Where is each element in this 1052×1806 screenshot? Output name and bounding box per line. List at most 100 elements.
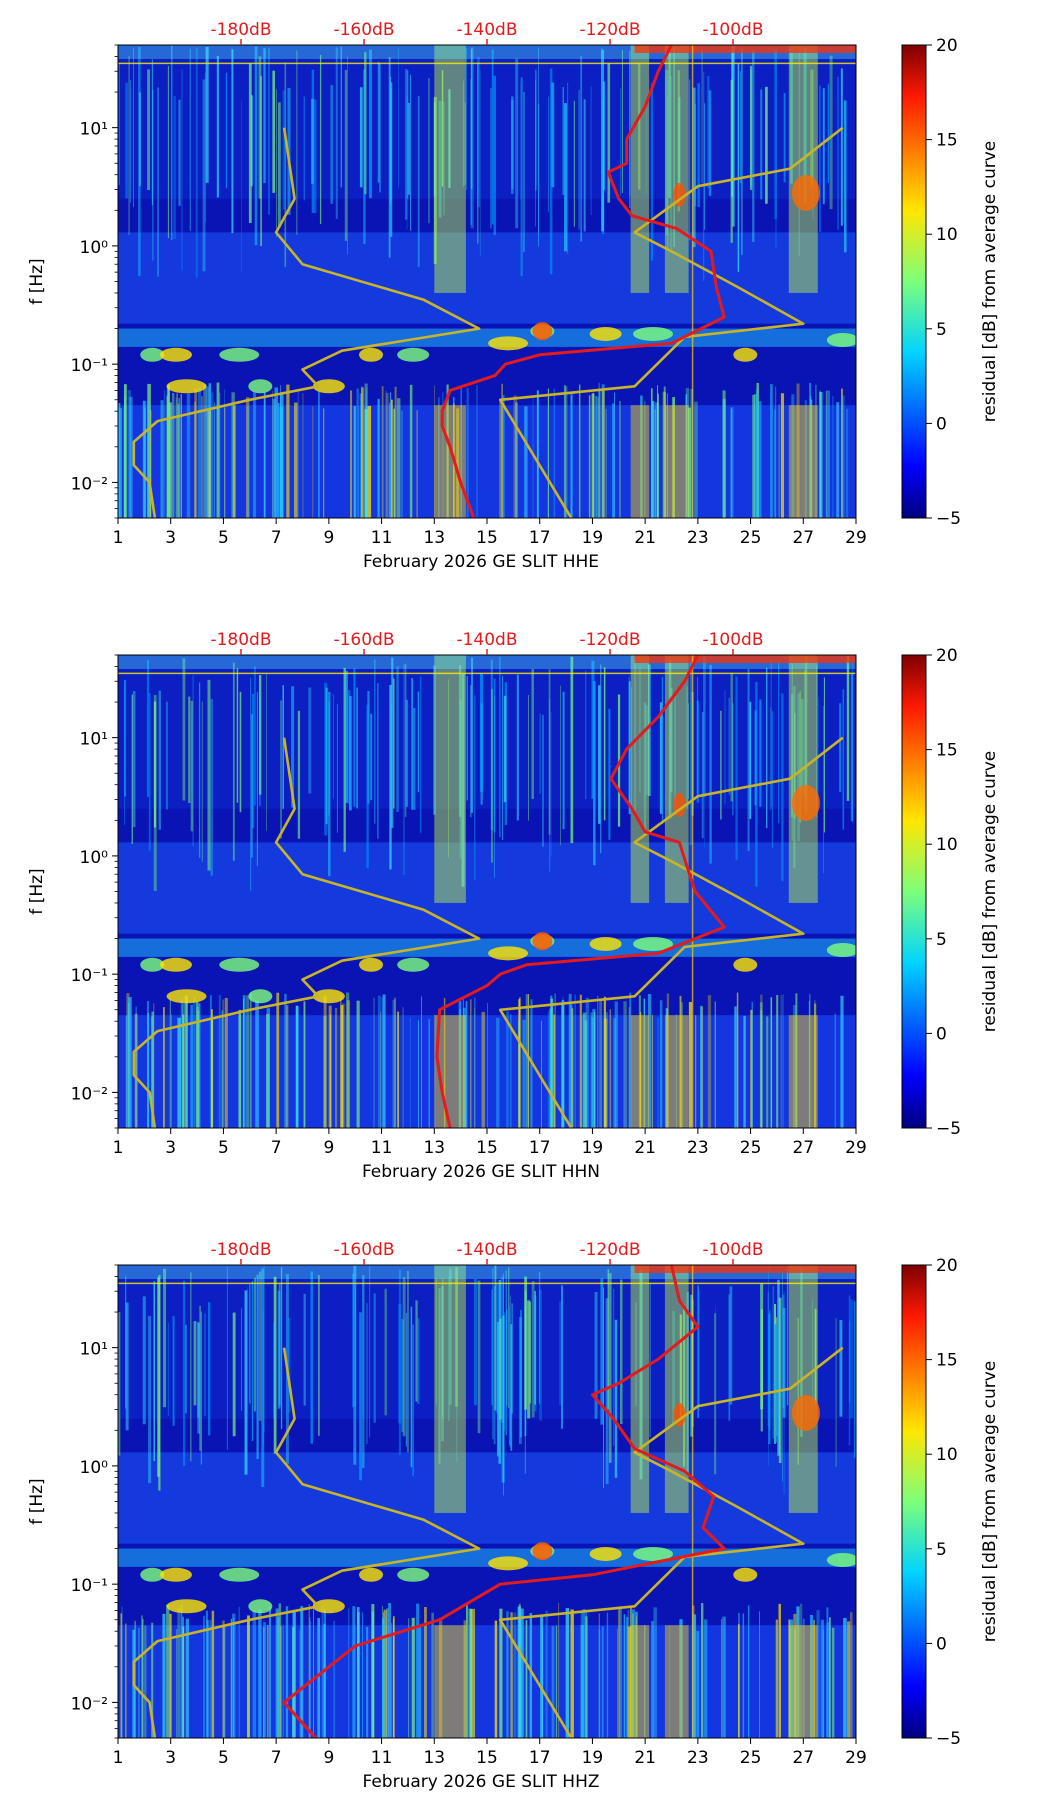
y-tick-label: 10⁰ [80,1458,109,1478]
y-axis-label: f [Hz] [27,1478,47,1524]
x-tick-label: 21 [634,1138,656,1158]
y-axis-label: f [Hz] [27,868,47,914]
x-tick-label: 7 [271,1748,282,1768]
y-tick-label: 10¹ [80,120,108,140]
x-tick-label: 15 [476,1748,498,1768]
colorbar-tick-label: 20 [936,646,958,666]
y-tick-label: 10⁰ [80,848,109,868]
noise-model-curve-2 [498,126,844,518]
x-tick-label: 13 [423,528,445,548]
x-axis-label: February 2026 GE SLIT HHE [363,552,599,572]
colorbar-tick-label: −5 [936,509,961,529]
colorbar: 20 15 10 5 0 −5 residual [dB] from average cur… [901,1256,1000,1749]
x-tick-label: 19 [582,528,604,548]
x-tick-label: 1 [113,1138,124,1158]
top-db-tick-label: -160dB [333,1240,394,1260]
x-tick-label: 13 [423,1748,445,1768]
colorbar-label: residual [dB] from average curve [980,141,1000,422]
x-tick-label: 11 [371,1748,393,1768]
top-db-tick-label: -140dB [456,20,517,40]
colorbar-tick-label: 10 [936,225,958,245]
colorbar-tick-label: 0 [936,1634,947,1654]
x-tick-label: 17 [529,528,551,548]
x-tick-label: 27 [792,1748,814,1768]
x-tick-label: 9 [323,1748,334,1768]
top-db-tick-label: -120dB [579,20,640,40]
y-tick-label: 10⁻¹ [71,1576,108,1596]
colorbar: 20 15 10 5 0 −5 residual [dB] from average cur… [901,646,1000,1139]
x-tick-label: 23 [687,528,709,548]
y-axis-label: f [Hz] [27,258,47,304]
colorbar-tick-label: 15 [936,1351,958,1371]
colorbar-tick-label: −5 [936,1729,961,1749]
x-tick-label: 29 [845,528,867,548]
x-tick-label: 3 [165,1748,176,1768]
top-db-tick-label: -160dB [333,630,394,650]
x-tick-label: 5 [218,1138,229,1158]
x-tick-label: 3 [165,528,176,548]
y-tick-label: 10¹ [80,1340,108,1360]
x-axis-label: February 2026 GE SLIT HHZ [363,1772,600,1792]
median-noise-curve [435,655,726,1128]
x-tick-label: 15 [476,528,498,548]
colorbar: 20 15 10 5 0 −5 residual [dB] from average cur… [901,36,1000,529]
x-axis-label: February 2026 GE SLIT HHN [362,1162,600,1182]
median-noise-curve [282,1265,726,1738]
x-tick-label: 5 [218,1748,229,1768]
colorbar-tick-label: 15 [936,131,958,151]
y-tick-label: 10⁻² [71,1694,108,1714]
top-db-tick-label: -100dB [702,20,763,40]
colorbar-tick-label: 5 [936,1540,947,1560]
colorbar-tick-label: 5 [936,320,947,340]
x-tick-label: 3 [165,1138,176,1158]
colorbar-label: residual [dB] from average curve [980,751,1000,1032]
x-tick-label: 23 [687,1748,709,1768]
x-tick-label: 25 [740,1138,762,1158]
x-tick-label: 21 [634,1748,656,1768]
top-db-tick-label: -180dB [210,630,271,650]
top-db-tick-label: -140dB [456,630,517,650]
x-tick-label: 23 [687,1138,709,1158]
y-tick-label: 10⁻² [71,1084,108,1104]
top-db-tick-label: -120dB [579,1240,640,1260]
top-db-tick-label: -160dB [333,20,394,40]
x-tick-label: 17 [529,1138,551,1158]
top-db-tick-label: -120dB [579,630,640,650]
top-db-tick-label: -100dB [702,630,763,650]
colorbar-tick-label: 10 [936,835,958,855]
y-tick-label: 10⁻¹ [71,356,108,376]
noise-model-curve-2 [498,1346,844,1738]
y-tick-label: 10⁰ [80,238,109,258]
y-tick-label: 10¹ [80,730,108,750]
x-tick-label: 7 [271,528,282,548]
y-tick-label: 10⁻² [71,474,108,494]
colorbar-tick-label: 5 [936,930,947,950]
noise-model-curve-1 [132,737,481,1128]
x-tick-label: 25 [740,1748,762,1768]
x-tick-label: 11 [371,528,393,548]
top-db-tick-label: -100dB [702,1240,763,1260]
x-tick-label: 9 [323,1138,334,1158]
colorbar-tick-label: 0 [936,1024,947,1044]
x-tick-label: 9 [323,528,334,548]
x-tick-label: 29 [845,1748,867,1768]
colorbar-label: residual [dB] from average curve [980,1361,1000,1642]
x-tick-label: 17 [529,1748,551,1768]
y-tick-label: 10⁻¹ [71,966,108,986]
x-tick-label: 7 [271,1138,282,1158]
x-tick-label: 25 [740,528,762,548]
x-tick-label: 19 [582,1138,604,1158]
median-noise-curve [440,45,726,518]
x-tick-label: 15 [476,1138,498,1158]
x-tick-label: 27 [792,528,814,548]
top-db-tick-label: -140dB [456,1240,517,1260]
spectrogram-image [118,45,856,518]
colorbar-tick-label: 20 [936,1256,958,1276]
noise-model-curve-1 [132,127,481,518]
x-tick-label: 1 [113,1748,124,1768]
colorbar-tick-label: 20 [936,36,958,56]
noise-model-curve-2 [498,736,844,1128]
